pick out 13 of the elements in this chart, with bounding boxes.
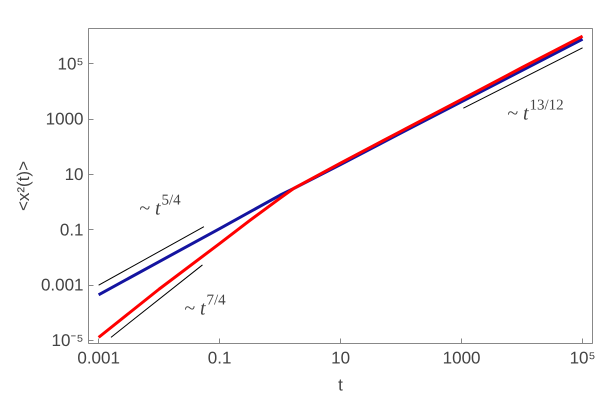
- y-tick-label: 10⁵: [58, 54, 84, 74]
- y-tick-label: 10⁻⁵: [52, 331, 84, 350]
- y-tick-label: 0.001: [40, 276, 84, 295]
- x-tick-label: 1000: [442, 348, 480, 368]
- y-tick-label: 0.1: [60, 220, 84, 240]
- x-axis-title: t: [338, 376, 344, 394]
- y-tick-label: 10: [64, 165, 84, 184]
- x-tick-label: 10⁵: [570, 348, 596, 368]
- x-tick-label: 10: [331, 348, 350, 368]
- y-axis-title: <x²(t)>: [14, 160, 33, 212]
- y-tick-label: 1000: [46, 110, 84, 129]
- x-tick-label: 0.1: [208, 348, 232, 368]
- x-tick-label: 0.001: [77, 348, 120, 368]
